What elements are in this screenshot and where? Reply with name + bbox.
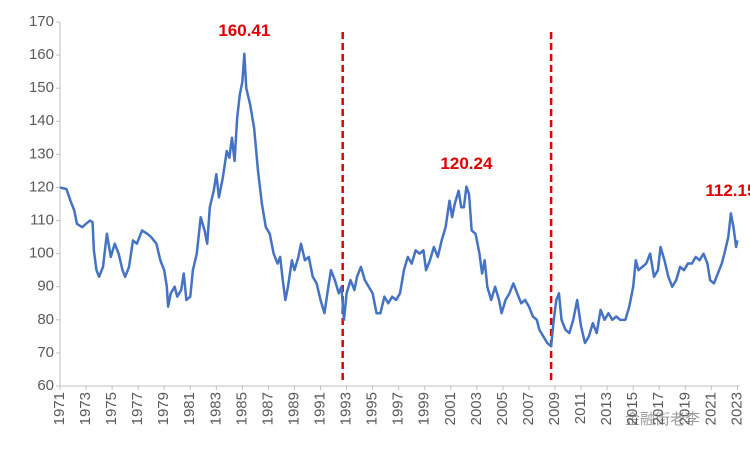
- y-tick-label: 60: [37, 377, 54, 394]
- y-tick-label: 150: [29, 79, 54, 96]
- peak-label: 160.41: [218, 21, 270, 40]
- y-tick-label: 110: [30, 212, 54, 229]
- x-tick-label: 1973: [77, 392, 94, 425]
- x-tick-label: 2021: [702, 392, 719, 425]
- y-tick-label: 90: [37, 278, 54, 295]
- data-line: [59, 52, 739, 348]
- y-tick-label: 80: [37, 311, 54, 328]
- x-tick-label: 1991: [312, 392, 329, 425]
- y-tick-label: 120: [29, 178, 54, 195]
- watermark: 金融街老李: [625, 411, 700, 428]
- x-tick-label: 1997: [390, 392, 407, 425]
- x-tick-label: 1971: [51, 392, 68, 425]
- y-tick-label: 170: [29, 13, 54, 30]
- y-tick-label: 70: [37, 344, 54, 361]
- x-tick-label: 2001: [442, 392, 459, 425]
- x-tick-label: 2019: [676, 392, 693, 425]
- x-tick-label: 2017: [650, 392, 667, 425]
- x-tick-label: 1981: [181, 392, 198, 425]
- x-tick-label: 2015: [624, 392, 641, 425]
- x-tick-label: 1975: [103, 392, 120, 425]
- y-tick-label: 160: [29, 46, 54, 63]
- peak-label: 112.15: [705, 181, 750, 200]
- x-tick-label: 2005: [494, 392, 511, 425]
- x-tick-label: 2013: [598, 392, 615, 425]
- x-tick-label: 2009: [546, 392, 563, 425]
- x-tick-label: 1995: [364, 392, 381, 425]
- x-tick-label: 1985: [233, 392, 250, 425]
- x-tick-label: 1993: [338, 392, 355, 425]
- x-tick-label: 1989: [285, 392, 302, 425]
- x-tick-label: 2007: [520, 392, 537, 425]
- y-tick-label: 130: [29, 145, 54, 162]
- x-tick-label: 2011: [572, 392, 589, 424]
- x-tick-label: 1979: [155, 392, 172, 425]
- x-tick-label: 2023: [728, 392, 745, 425]
- y-tick-label: 100: [29, 245, 54, 262]
- x-tick-label: 1977: [129, 392, 146, 425]
- x-tick-label: 1983: [207, 392, 224, 425]
- x-tick-label: 1987: [259, 392, 276, 425]
- peak-label: 120.24: [440, 154, 493, 173]
- y-tick-label: 140: [29, 112, 54, 129]
- x-tick-label: 2003: [468, 392, 485, 425]
- x-tick-label: 1999: [416, 392, 433, 425]
